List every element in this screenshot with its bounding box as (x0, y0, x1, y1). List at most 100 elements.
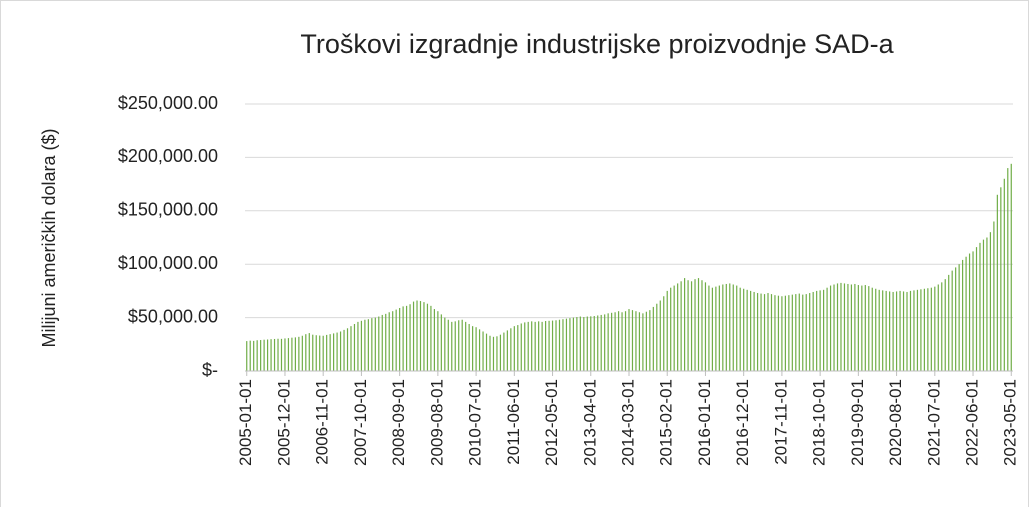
bar (756, 293, 759, 371)
bar (781, 296, 783, 371)
bar (440, 314, 442, 371)
bar (701, 280, 703, 371)
bar (510, 328, 512, 371)
bar (343, 329, 345, 371)
bar (962, 259, 964, 371)
bar (555, 320, 557, 371)
bar (301, 335, 303, 371)
bar (572, 317, 574, 371)
bar (711, 287, 714, 371)
bar (524, 322, 526, 371)
bar (381, 314, 383, 371)
bar (360, 320, 363, 371)
bar (256, 340, 258, 371)
x-tick-label: 2005-01-01 (236, 379, 255, 466)
bar (569, 318, 571, 371)
bar (412, 301, 415, 371)
bar (485, 333, 488, 371)
bar (531, 321, 533, 371)
bar (604, 314, 606, 371)
bar (558, 319, 561, 371)
bar (472, 326, 474, 371)
bar (882, 290, 884, 371)
bar (916, 289, 919, 371)
bar (750, 290, 752, 371)
bar (871, 287, 873, 371)
bar (784, 295, 786, 371)
bar (506, 330, 508, 371)
bar (909, 290, 912, 371)
bar (617, 311, 620, 371)
bar (809, 293, 811, 371)
bar (468, 324, 470, 371)
bar (492, 336, 495, 371)
x-tick-label: 2023-05-01 (1001, 379, 1020, 466)
bar (892, 291, 894, 371)
bar (840, 282, 842, 371)
bar (419, 301, 422, 371)
bar (635, 311, 637, 371)
bar (454, 321, 456, 371)
x-tick-label: 2016-01-01 (695, 379, 714, 466)
bar (767, 293, 769, 371)
bar (697, 278, 700, 371)
bar (895, 291, 898, 371)
bar (951, 270, 953, 371)
bar (287, 338, 290, 371)
bar (489, 335, 491, 371)
bar (725, 283, 727, 371)
bar (503, 332, 505, 371)
bar (732, 284, 734, 371)
bar (955, 267, 957, 371)
bar (378, 316, 380, 371)
bar (614, 312, 616, 371)
bar (246, 341, 248, 371)
bar (430, 305, 432, 371)
bar (652, 306, 654, 371)
bar (1007, 168, 1009, 371)
bar (906, 291, 908, 371)
y-tick-label: $250,000.00 (118, 93, 218, 113)
bar (1000, 187, 1002, 371)
bar (270, 339, 272, 371)
bar (541, 321, 543, 371)
bar (743, 288, 745, 371)
bar (371, 318, 373, 371)
bar (729, 283, 731, 371)
bar (920, 289, 922, 371)
x-tick-label: 2016-12-01 (733, 379, 752, 466)
bar (638, 312, 641, 371)
bar (395, 309, 397, 371)
bar (326, 334, 328, 371)
bar (548, 320, 550, 371)
bar (461, 319, 463, 371)
bar (913, 290, 915, 371)
bar (968, 253, 971, 371)
bar (336, 332, 338, 371)
x-tick-label: 2017-11-01 (771, 379, 790, 465)
y-tick-label: $150,000.00 (118, 200, 218, 220)
bar (405, 305, 408, 371)
bar (753, 291, 755, 371)
bar (645, 311, 647, 371)
bar (611, 312, 613, 371)
bar (746, 289, 748, 371)
bar (478, 329, 481, 371)
bar (982, 239, 985, 371)
bar (777, 295, 780, 371)
bar (458, 320, 460, 371)
bar (958, 264, 960, 371)
bar (684, 278, 686, 371)
bar (791, 294, 793, 371)
bar (364, 319, 366, 371)
bar (392, 311, 394, 371)
bar (346, 328, 349, 371)
x-tick-label: 2021-07-01 (924, 379, 943, 466)
bar (833, 284, 835, 371)
bar (482, 331, 484, 371)
x-tick-label: 2018-10-01 (810, 379, 829, 466)
bar (357, 321, 359, 371)
bar (944, 279, 946, 371)
bar (802, 294, 804, 371)
